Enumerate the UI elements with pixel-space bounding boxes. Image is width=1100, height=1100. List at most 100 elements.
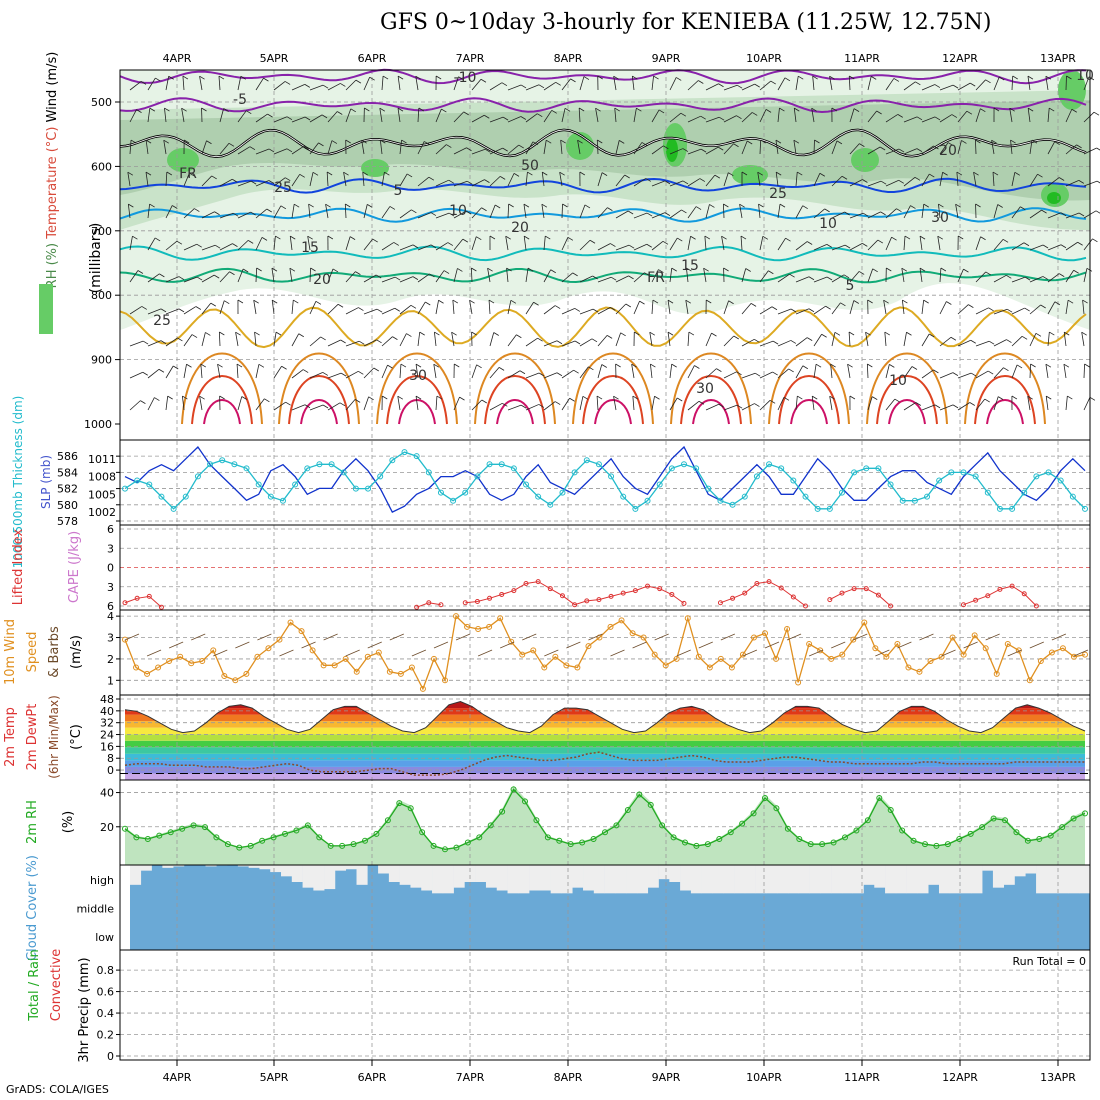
- wind-barb: [615, 303, 627, 315]
- rh-point: [1059, 824, 1066, 831]
- wind-barb-flag: [984, 398, 990, 403]
- wind-barb-flag: [872, 396, 878, 400]
- thickness-point: [255, 481, 262, 488]
- wind-barb-flag: [249, 146, 256, 151]
- wind-barb: [867, 110, 877, 123]
- wind-barb: [289, 268, 293, 283]
- surface-barb: [831, 641, 846, 649]
- wind-barb: [325, 204, 329, 219]
- wind-barb-flag: [815, 363, 822, 368]
- wind-barb: [561, 272, 573, 283]
- wind-speed-point: [320, 662, 327, 669]
- y-tick-label: 0.2: [97, 1029, 115, 1042]
- wind-barb-flag: [970, 339, 976, 344]
- wind-barb-flag: [476, 364, 482, 369]
- wind-barb: [129, 340, 144, 347]
- wind-barb: [1011, 75, 1014, 91]
- wind-barb-flag: [406, 173, 413, 178]
- cloud-high-gap: [281, 865, 293, 877]
- wind-barb: [1029, 333, 1037, 347]
- wind-barb: [633, 178, 646, 187]
- rh-point: [647, 801, 654, 808]
- wind-barb-flag: [775, 171, 782, 176]
- y-tick-label: 32: [100, 717, 114, 730]
- wind-barb-flag: [728, 172, 734, 177]
- wind-barb-flag: [898, 148, 905, 153]
- wind-speed-point: [971, 632, 978, 639]
- wind-barb-flag: [194, 208, 200, 212]
- thickness-point: [693, 465, 700, 472]
- wind-barb: [741, 140, 748, 155]
- wind-barb: [399, 304, 412, 315]
- x-tick-label-top: 12APR: [942, 52, 978, 65]
- wind-barb-flag: [271, 267, 278, 272]
- wind-barb-flag: [1011, 395, 1018, 400]
- wind-barb: [651, 145, 664, 155]
- wind-barb: [885, 114, 898, 123]
- wind-barb-flag: [952, 84, 959, 89]
- wind-barb: [164, 108, 167, 123]
- x-tick-label-top: 4APR: [163, 52, 192, 65]
- wind-barb: [939, 268, 942, 283]
- wind-barb-flag: [859, 143, 865, 147]
- thickness-point: [608, 473, 615, 480]
- wind-barb-flag: [812, 75, 818, 80]
- wind-barb-flag: [140, 81, 147, 85]
- surface-barb: [1007, 649, 1022, 657]
- rh-point: [979, 824, 986, 831]
- thickness-point: [741, 493, 748, 500]
- cloud-high-gap: [205, 865, 217, 867]
- wind-barb-flag: [1045, 75, 1052, 80]
- wind-barb: [255, 148, 270, 155]
- wind-barb-flag: [228, 142, 235, 147]
- wind-barb: [777, 368, 789, 379]
- wind-barb-flag: [1073, 269, 1079, 274]
- wind-barb-flag: [191, 334, 198, 338]
- wind-barb: [993, 274, 1007, 283]
- wind-barb-flag: [327, 235, 334, 240]
- cloud-high-gap: [464, 865, 476, 882]
- thickness-point: [948, 469, 955, 476]
- rh-point: [522, 798, 528, 805]
- wind-barb-flag: [240, 75, 246, 80]
- wind-barb-flag: [991, 139, 997, 144]
- isotherm-loop-35: [680, 375, 742, 425]
- wind-barb-flag: [578, 107, 585, 112]
- wind-barb-flag: [961, 140, 967, 144]
- isotherm-loop-40: [496, 399, 534, 425]
- wind-barb: [363, 238, 374, 251]
- lifted-index-point: [1033, 603, 1039, 609]
- wind-barb-flag: [322, 404, 329, 409]
- upper-air-ylabel-part: Wind (m/s): [45, 52, 60, 127]
- wind-barb-flag: [610, 307, 616, 311]
- wind-barb-flag: [358, 370, 364, 375]
- lifted-index-point: [839, 590, 845, 596]
- wind-barb-flag: [354, 399, 361, 403]
- pressure-tick-label: 900: [91, 354, 112, 367]
- wind-barb-flag: [848, 331, 855, 336]
- wind-barb-flag: [307, 235, 313, 240]
- wind-barb-flag: [340, 339, 346, 344]
- cloud-high-gap: [539, 865, 551, 891]
- wind-barb-flag: [394, 307, 400, 312]
- wind-barb-flag: [384, 171, 390, 176]
- wind-barb: [578, 108, 581, 123]
- cloud-high-gap: [345, 865, 357, 870]
- wind-barb-flag: [502, 147, 508, 152]
- y-tick-label: 8: [107, 752, 114, 765]
- thickness-ylabel: 1000-500mb Thickness (dm): [11, 396, 25, 569]
- isotherm-loop-30: [474, 352, 556, 425]
- wind-barb: [309, 336, 321, 347]
- wind-barb: [363, 204, 368, 219]
- lifted-index-line: [124, 581, 1037, 608]
- wind-barb-flag: [570, 78, 576, 83]
- contour-label: 20: [939, 143, 957, 159]
- wind-barb: [883, 300, 887, 315]
- wind-barb-flag: [415, 363, 422, 368]
- wind-barb-flag: [430, 244, 437, 249]
- cloud-high-gap: [874, 865, 886, 888]
- wind-barb: [669, 237, 678, 251]
- wind-barb: [291, 204, 295, 219]
- wind-barb-flag: [1058, 177, 1065, 181]
- slp-tick-label: 1002: [88, 506, 116, 519]
